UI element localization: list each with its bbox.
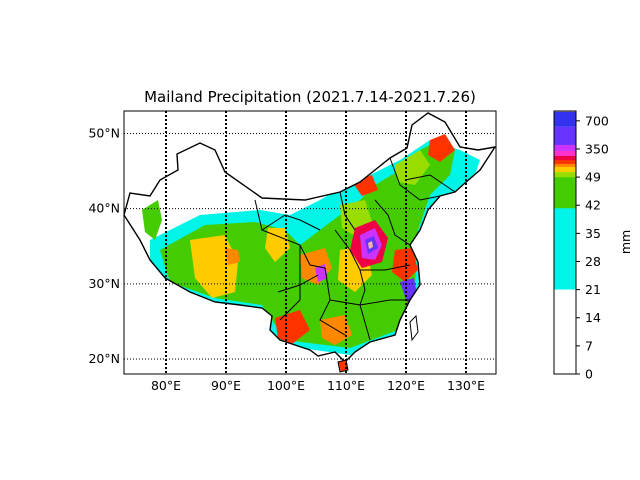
longitude-labels: 80°E 90°E 100°E 110°E 120°E 130°E [151,378,485,393]
longitude-tick-label: 100°E [267,378,305,393]
colorbar-frame [553,110,577,375]
colorbar-tick-label: 28 [585,254,601,269]
taiwan-island [409,314,419,342]
colorbar-segment [554,289,576,374]
colorbar-segment [554,166,576,173]
colorbar-tick-label: 700 [585,113,609,128]
colorbar-segment [554,172,576,178]
latitude-tick-label: 50°N [88,126,120,141]
precipitation-field [124,113,495,362]
colorbar-segment [554,155,576,160]
map-panel: 50°N 40°N 30°N 20°N 80°E 90°E 100°E 110°E 120°E… [88,110,497,393]
china-border [123,112,497,363]
longitude-tick-label: 110°E [327,378,365,393]
latitude-tick-label: 20°N [88,351,120,366]
colorbar-unit-label: mm [618,230,633,254]
longitude-tick-label: 130°E [447,378,485,393]
colorbar-tick-label: 350 [585,141,609,156]
colorbar-segment [554,144,576,151]
colorbar-tick-label: 42 [585,198,601,213]
colorbar-tick-label: 14 [585,310,601,325]
colorbar: 700 350 49 42 35 28 21 14 7 0 mm [553,110,633,382]
colorbar-ticks: 700 350 49 42 35 28 21 14 7 0 [576,113,609,382]
colorbar-tick-label: 7 [585,338,593,353]
colorbar-tick-label: 49 [585,170,601,185]
latitude-tick-label: 40°N [88,201,120,216]
hainan-island [337,359,349,373]
map-gridlines [124,111,496,374]
colorbar-segment [554,208,576,290]
colorbar-segment [554,163,576,167]
longitude-tick-label: 120°E [387,378,425,393]
longitude-tick-label: 90°E [211,378,241,393]
colorbar-segment [554,159,576,164]
latitude-tick-label: 30°N [88,276,120,291]
map-frame [123,110,497,375]
colorbar-segment [554,126,576,145]
colorbar-segment [554,150,576,156]
colorbar-segment [554,111,576,127]
latitude-labels: 50°N 40°N 30°N 20°N [88,126,120,366]
colorbar-tick-label: 35 [585,226,601,241]
colorbar-tick-label: 21 [585,282,601,297]
longitude-tick-label: 80°E [151,378,181,393]
colorbar-tick-label: 0 [585,367,593,382]
figure-title: Mailand Precipitation (2021.7.14-2021.7.… [144,88,476,106]
